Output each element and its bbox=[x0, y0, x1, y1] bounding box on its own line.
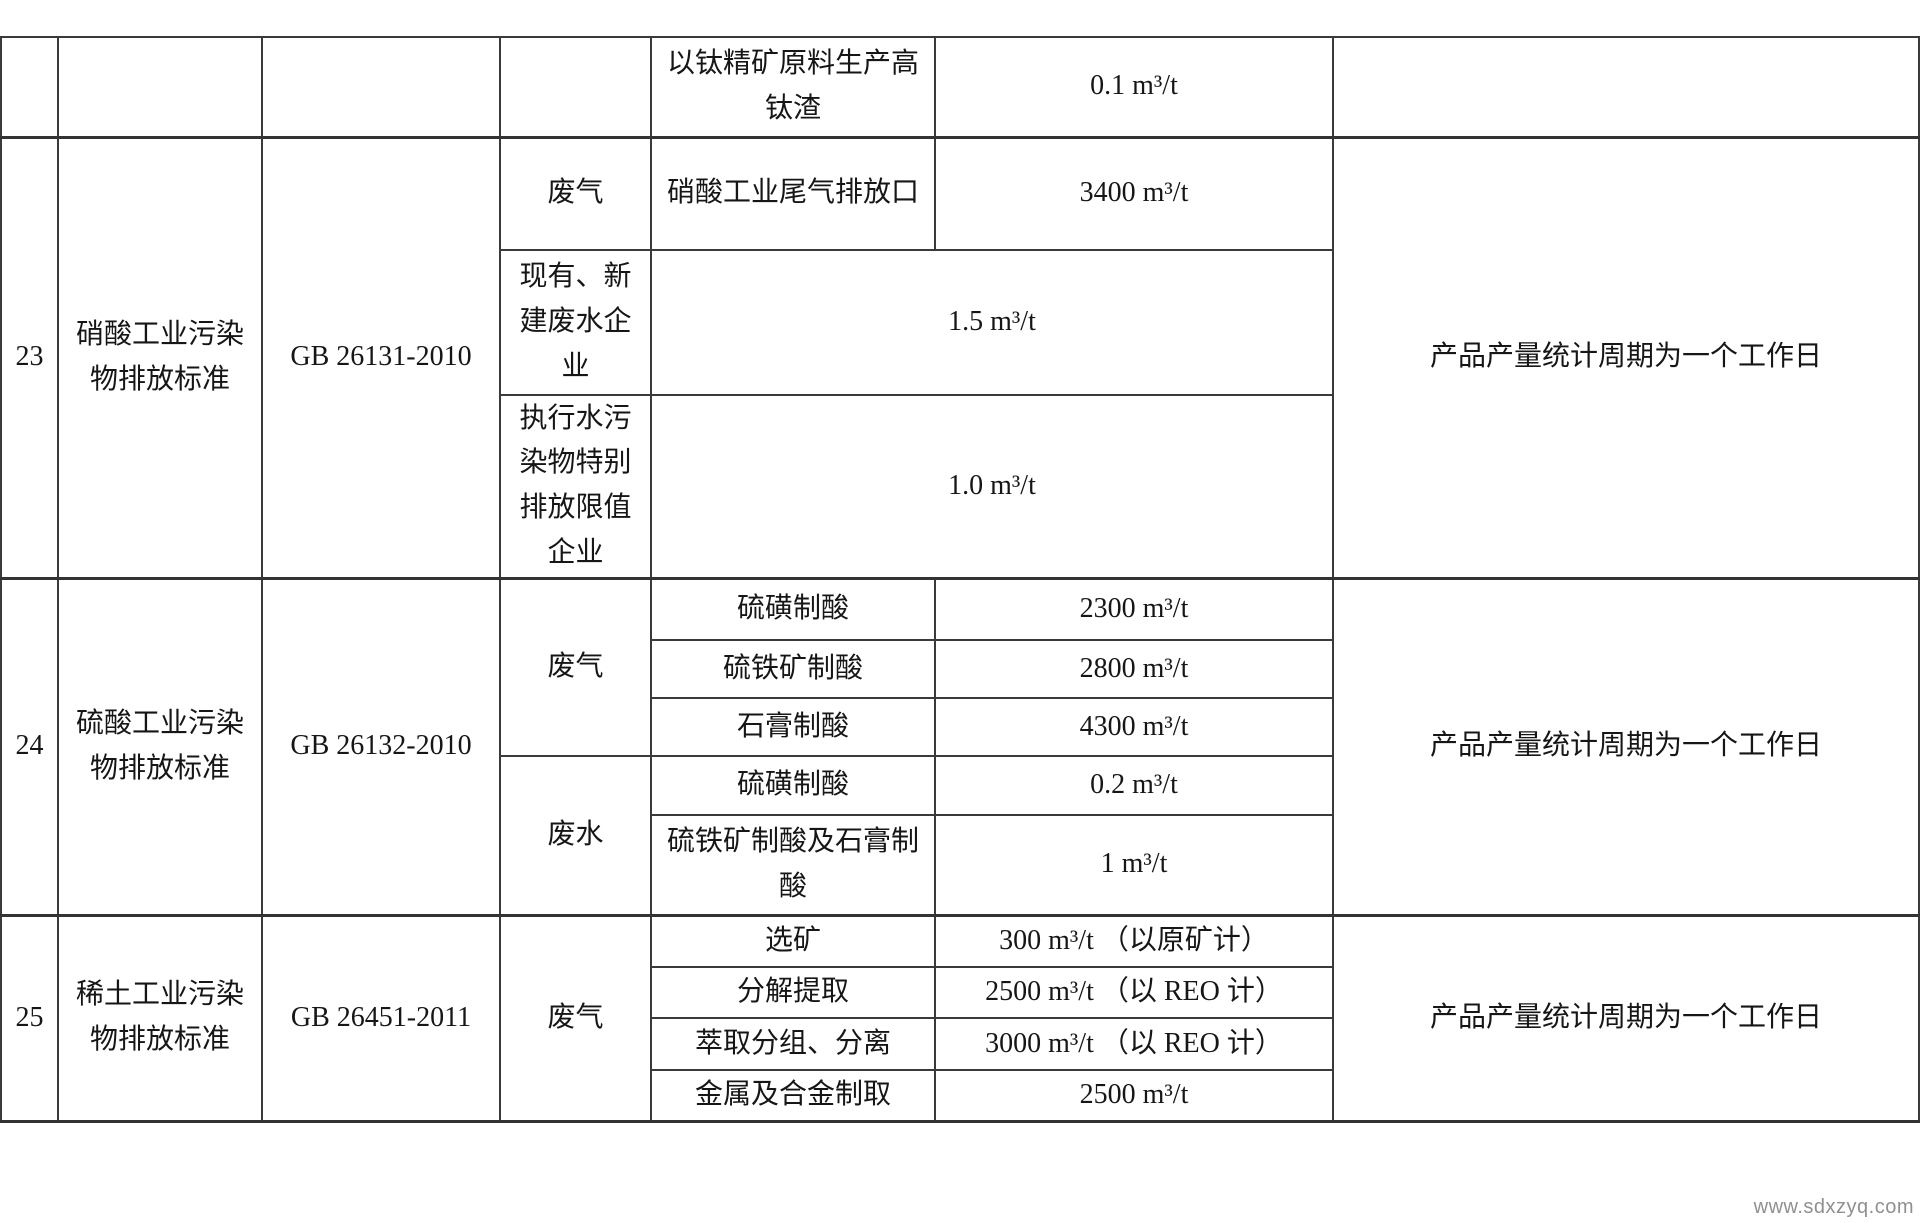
limit-value-cell: 2500 m³/t bbox=[934, 1069, 1334, 1122]
table-row: 以钛精矿原料生产高钛渣 0.1 m³/t bbox=[0, 36, 1920, 138]
limit-value-cell: 3400 m³/t bbox=[934, 135, 1334, 251]
standard-code-cell: GB 26131-2010 bbox=[261, 135, 501, 579]
table-row: 现有、新建废水企业 1.5 m³/t bbox=[1, 249, 1919, 396]
standard-code-cell: GB 26451-2011 bbox=[261, 913, 501, 1122]
table-row: 25 稀土工业污染物排放标准 GB 26451-2011 废气 选矿 300 m… bbox=[0, 913, 1920, 1122]
product-cell: 硝酸工业尾气排放口 bbox=[650, 135, 936, 251]
row-number-cell: 25 bbox=[0, 913, 59, 1122]
product-cell: 以钛精矿原料生产高钛渣 bbox=[650, 36, 936, 138]
limit-value-cell: 3000 m³/t （以 REO 计） bbox=[934, 1017, 1334, 1071]
table-row: 24 硫酸工业污染物排放标准 GB 26132-2010 废气 硫磺制酸 230… bbox=[0, 576, 1920, 916]
row-number-cell: 24 bbox=[0, 576, 59, 916]
note-cell bbox=[1332, 36, 1920, 138]
note-cell: 产品产量统计周期为一个工作日 bbox=[1332, 135, 1920, 579]
product-cell: 金属及合金制取 bbox=[650, 1069, 936, 1122]
limit-value-cell: 2300 m³/t bbox=[934, 576, 1334, 641]
limit-value-cell: 2800 m³/t bbox=[934, 639, 1334, 699]
table-row: 金属及合金制取 2500 m³/t bbox=[1, 1069, 1919, 1122]
standard-name-cell: 稀土工业污染物排放标准 bbox=[57, 913, 263, 1122]
table-row: 分解提取 2500 m³/t （以 REO 计） bbox=[1, 966, 1919, 1019]
standard-name-cell: 硫酸工业污染物排放标准 bbox=[57, 576, 263, 916]
watermark: www.sdxzyq.com bbox=[1753, 1196, 1914, 1218]
table-row: 石膏制酸 4300 m³/t bbox=[1, 697, 1919, 757]
note-cell: 产品产量统计周期为一个工作日 bbox=[1332, 913, 1920, 1122]
emission-standards-table: 以钛精矿原料生产高钛渣 0.1 m³/t 23 硝酸工业污染物排放标准 GB 2… bbox=[0, 36, 1920, 1123]
limit-value-cell: 0.1 m³/t bbox=[934, 36, 1334, 138]
row-number-cell: 23 bbox=[0, 135, 59, 579]
note-cell: 产品产量统计周期为一个工作日 bbox=[1332, 576, 1920, 916]
product-cell: 石膏制酸 bbox=[650, 697, 936, 757]
table-row: 萃取分组、分离 3000 m³/t （以 REO 计） bbox=[1, 1017, 1919, 1071]
product-cell: 硫铁矿制酸 bbox=[650, 639, 936, 699]
emission-type-cell: 现有、新建废水企业 bbox=[499, 249, 652, 396]
emission-type-cell: 执行水污染物特别排放限值企业 bbox=[499, 394, 652, 579]
standard-name-cell: 硝酸工业污染物排放标准 bbox=[57, 135, 263, 579]
table-row: 硫铁矿制酸及石膏制酸 1 m³/t bbox=[1, 814, 1919, 916]
emission-type-cell: 废气 bbox=[499, 135, 652, 251]
limit-value-cell: 1.0 m³/t bbox=[650, 394, 1334, 579]
product-cell: 硫磺制酸 bbox=[650, 755, 936, 816]
table-row: 废水 硫磺制酸 0.2 m³/t bbox=[1, 755, 1919, 916]
product-cell: 萃取分组、分离 bbox=[650, 1017, 936, 1071]
table-row: 执行水污染物特别排放限值企业 1.0 m³/t bbox=[1, 394, 1919, 579]
product-cell: 硫铁矿制酸及石膏制酸 bbox=[650, 814, 936, 916]
limit-value-cell: 0.2 m³/t bbox=[934, 755, 1334, 816]
table-row: 23 硝酸工业污染物排放标准 GB 26131-2010 废气 硝酸工业尾气排放… bbox=[0, 135, 1920, 579]
product-cell: 分解提取 bbox=[650, 966, 936, 1019]
emission-type-cell bbox=[499, 36, 652, 138]
product-cell: 选矿 bbox=[650, 913, 936, 968]
limit-value-cell: 1 m³/t bbox=[934, 814, 1334, 916]
standard-code-cell bbox=[261, 36, 501, 138]
standard-name-cell bbox=[57, 36, 263, 138]
limit-value-cell: 4300 m³/t bbox=[934, 697, 1334, 757]
table-row: 硫铁矿制酸 2800 m³/t bbox=[1, 639, 1919, 699]
emission-type-cell: 废气 bbox=[499, 576, 652, 757]
emission-type-cell: 废气 bbox=[499, 913, 652, 1122]
limit-value-cell: 300 m³/t （以原矿计） bbox=[934, 913, 1334, 968]
row-number-cell bbox=[0, 36, 59, 138]
limit-value-cell: 2500 m³/t （以 REO 计） bbox=[934, 966, 1334, 1019]
limit-value-cell: 1.5 m³/t bbox=[650, 249, 1334, 396]
standard-code-cell: GB 26132-2010 bbox=[261, 576, 501, 916]
emission-type-cell: 废水 bbox=[499, 755, 652, 916]
product-cell: 硫磺制酸 bbox=[650, 576, 936, 641]
